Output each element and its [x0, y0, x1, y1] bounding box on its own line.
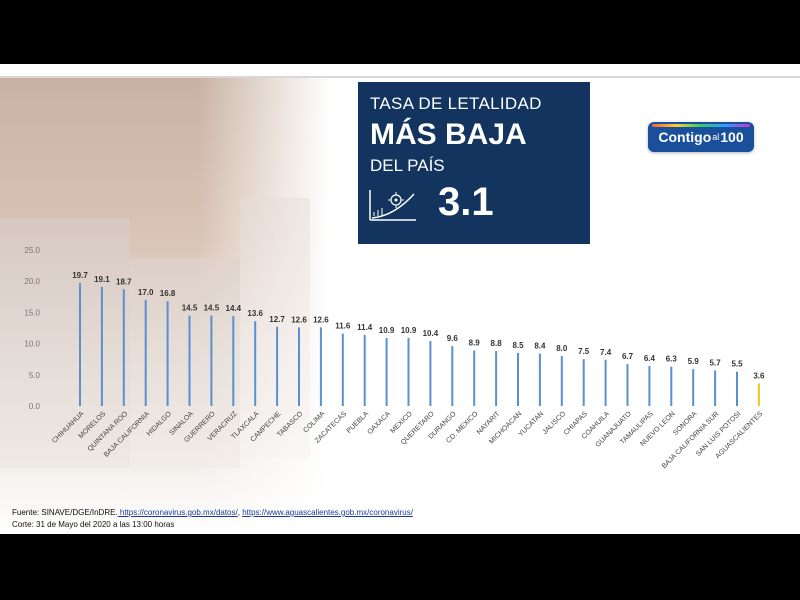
- data-label: 12.7: [269, 315, 285, 324]
- building-shape: [130, 258, 240, 468]
- background-photo: [0, 78, 330, 534]
- data-label: 19.1: [94, 275, 110, 284]
- data-label: 8.4: [534, 342, 546, 351]
- x-tick-label: QUINTANA ROO: [87, 410, 130, 453]
- data-label: 8.9: [469, 338, 481, 347]
- logo-text-2: al: [712, 132, 720, 142]
- top-divider: [0, 76, 800, 78]
- data-label: 14.4: [226, 304, 242, 313]
- data-label: 8.0: [556, 344, 568, 353]
- y-tick-label: 15.0: [24, 308, 40, 317]
- data-label: 16.8: [160, 289, 176, 298]
- y-tick-label: 20.0: [24, 277, 40, 286]
- data-label: 5.7: [710, 358, 722, 367]
- y-tick-label: 25.0: [24, 246, 40, 255]
- contigo-al-100-logo: Contigo al 100: [648, 122, 754, 152]
- data-label: 8.5: [512, 341, 524, 350]
- data-label: 7.4: [600, 348, 612, 357]
- slide: 0.0 5.0 10.0 15.0 20.0 25.0 19.7 CHIHUAHUA 19.1 M…: [0, 64, 800, 534]
- source-link-aguascalientes[interactable]: https://www.aguascalientes.gob.mx/corona…: [242, 508, 413, 517]
- y-tick-label: 0.0: [29, 402, 41, 411]
- y-tick-label: 10.0: [24, 340, 40, 349]
- data-label: 7.5: [578, 347, 590, 356]
- building-shape: [0, 218, 130, 468]
- bar-chart: 0.05.010.015.020.025.019.7CHIHUAHUA19.1M…: [24, 246, 765, 470]
- data-label: 5.9: [688, 357, 700, 366]
- chart-virus-icon: [369, 190, 416, 221]
- data-label: 5.5: [731, 360, 743, 369]
- source-separator: ,: [237, 508, 243, 517]
- data-label: 3.6: [753, 372, 765, 381]
- data-label: 12.6: [313, 315, 329, 324]
- data-label: 11.4: [357, 323, 373, 332]
- headline-line1: TASA DE LETALIDAD: [370, 94, 542, 113]
- headline-line3: DEL PAÍS: [370, 156, 445, 175]
- headline-box: TASA DE LETALIDAD MÁS BAJA DEL PAÍS 3.1: [358, 82, 590, 244]
- data-label: 14.5: [204, 304, 220, 313]
- headline-line2: MÁS BAJA: [370, 118, 527, 151]
- data-label: 17.0: [138, 288, 154, 297]
- data-label: 12.6: [291, 315, 307, 324]
- data-label: 8.8: [491, 339, 503, 348]
- data-label: 13.6: [247, 309, 263, 318]
- data-label: 18.7: [116, 277, 132, 286]
- source-prefix: Fuente: SINAVE/DGE/InDRE.: [12, 508, 118, 517]
- cutoff-note: Corte: 31 de Mayo del 2020 a las 13:00 h…: [12, 520, 175, 529]
- data-label: 11.6: [335, 322, 351, 331]
- y-tick-label: 5.0: [29, 371, 41, 380]
- data-label: 19.7: [72, 271, 88, 280]
- logo-text-1: Contigo: [658, 129, 712, 145]
- logo-color-bar: [652, 124, 750, 127]
- source-link-coronavirus[interactable]: https://coronavirus.gob.mx/datos/: [117, 508, 238, 517]
- data-label: 6.3: [666, 355, 678, 364]
- x-tick-label: CHIHUAHUA: [51, 410, 86, 445]
- headline-value: 3.1: [438, 180, 494, 224]
- data-label: 10.4: [423, 329, 439, 338]
- data-label: 14.5: [182, 304, 198, 313]
- data-label: 6.4: [644, 354, 656, 363]
- data-label: 6.7: [622, 352, 634, 361]
- x-tick-label: BAJA CALIFORNIA: [103, 410, 151, 458]
- data-label: 9.6: [447, 334, 459, 343]
- data-label: 10.9: [401, 326, 417, 335]
- data-label: 10.9: [379, 326, 395, 335]
- x-tick-label: OAXACA: [366, 410, 392, 436]
- logo-text-3: 100: [720, 129, 744, 145]
- source-note: Fuente: SINAVE/DGE/InDRE. https://corona…: [12, 508, 413, 517]
